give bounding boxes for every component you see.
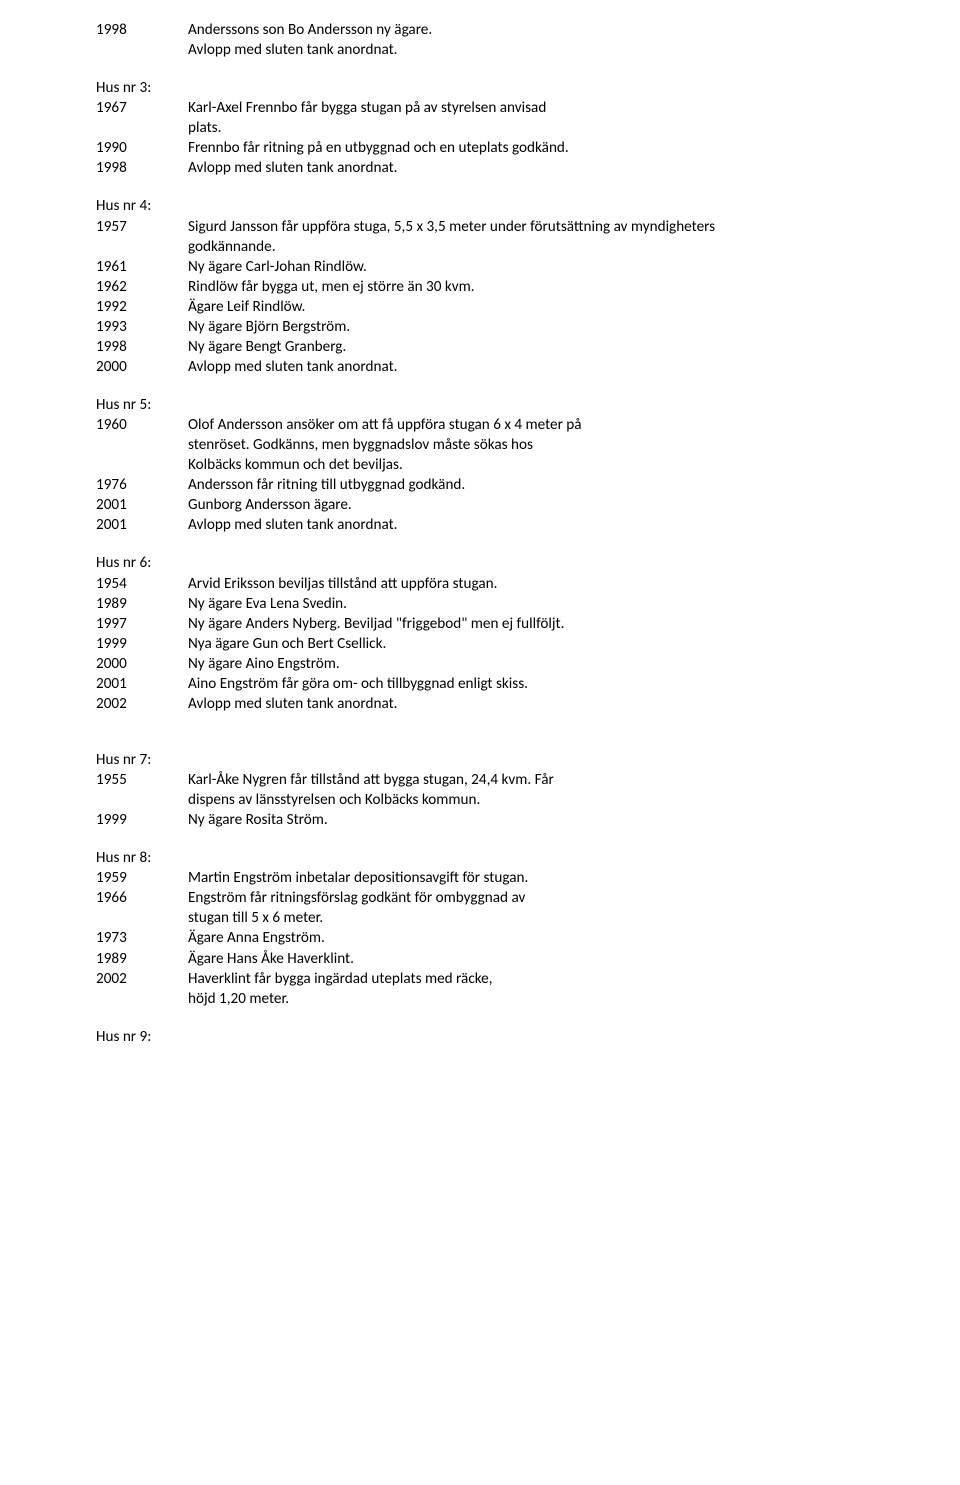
entry-description: Ägare Anna Engström. <box>188 928 864 948</box>
entry-row: 1989Ägare Hans Åke Haverklint. <box>96 949 864 969</box>
section-heading: Hus nr 6: <box>96 553 864 573</box>
entry-row: 1960Olof Andersson ansöker om att få upp… <box>96 415 864 475</box>
section-heading: Hus nr 3: <box>96 78 864 98</box>
entry-row: 2001Aino Engström får göra om- och tillb… <box>96 674 864 694</box>
entry-row: 2000Ny ägare Aino Engström. <box>96 654 864 674</box>
entry-row: 1957Sigurd Jansson får uppföra stuga, 5,… <box>96 217 864 257</box>
entry-description: Ny ägare Bengt Granberg. <box>188 337 864 357</box>
entry-year: 1966 <box>96 888 188 908</box>
entry-description: Avlopp med sluten tank anordnat. <box>188 515 864 535</box>
entry-year: 1967 <box>96 98 188 118</box>
entry-year: 1959 <box>96 868 188 888</box>
entry-description: Haverklint får bygga ingärdad uteplats m… <box>188 969 864 1009</box>
entry-row: 1990Frennbo får ritning på en utbyggnad … <box>96 138 864 158</box>
entry-row: 2002Haverklint får bygga ingärdad utepla… <box>96 969 864 1009</box>
entry-description: Ny ägare Björn Bergström. <box>188 317 864 337</box>
entry-year: 2002 <box>96 694 188 714</box>
entry-year: 1962 <box>96 277 188 297</box>
entry-year: 2000 <box>96 654 188 674</box>
entry-description: Ägare Leif Rindlöw. <box>188 297 864 317</box>
entry-year: 1973 <box>96 928 188 948</box>
entry-row: 1989Ny ägare Eva Lena Svedin. <box>96 594 864 614</box>
entry-row: 1961Ny ägare Carl-Johan Rindlöw. <box>96 257 864 277</box>
entry-year: 1955 <box>96 770 188 790</box>
entry-year: 1989 <box>96 949 188 969</box>
entry-description: Gunborg Andersson ägare. <box>188 495 864 515</box>
entry-year: 1998 <box>96 337 188 357</box>
entry-row: 2000Avlopp med sluten tank anordnat. <box>96 357 864 377</box>
section-heading: Hus nr 4: <box>96 196 864 216</box>
entry-year: 1960 <box>96 415 188 435</box>
entry-year: 1999 <box>96 634 188 654</box>
entry-description: Martin Engström inbetalar depositionsavg… <box>188 868 864 888</box>
entry-row: 1999Ny ägare Rosita Ström. <box>96 810 864 830</box>
entry-row: 1955Karl-Åke Nygren får tillstånd att by… <box>96 770 864 810</box>
entry-description: Aino Engström får göra om- och tillbyggn… <box>188 674 864 694</box>
entry-description: Avlopp med sluten tank anordnat. <box>188 694 864 714</box>
entry-description: Ny ägare Aino Engström. <box>188 654 864 674</box>
entry-row: 2002Avlopp med sluten tank anordnat. <box>96 694 864 714</box>
entry-description: Rindlöw får bygga ut, men ej större än 3… <box>188 277 864 297</box>
entry-row: 1959Martin Engström inbetalar deposition… <box>96 868 864 888</box>
entry-description: Ägare Hans Åke Haverklint. <box>188 949 864 969</box>
entry-year: 2001 <box>96 674 188 694</box>
entry-year: 1954 <box>96 574 188 594</box>
entry-row: 1976Andersson får ritning till utbyggnad… <box>96 475 864 495</box>
entry-year: 2001 <box>96 495 188 515</box>
entry-year: 1990 <box>96 138 188 158</box>
entry-year: 2000 <box>96 357 188 377</box>
entry-year: 1989 <box>96 594 188 614</box>
entry-year: 1957 <box>96 217 188 237</box>
entry-description: Avlopp med sluten tank anordnat. <box>188 357 864 377</box>
entry-description: Ny ägare Rosita Ström. <box>188 810 864 830</box>
section-gap <box>96 714 864 732</box>
entry-row: 1954Arvid Eriksson beviljas tillstånd at… <box>96 574 864 594</box>
entry-row: 1998Avlopp med sluten tank anordnat. <box>96 158 864 178</box>
entry-row: 1962Rindlöw får bygga ut, men ej större … <box>96 277 864 297</box>
entry-description: Karl-Åke Nygren får tillstånd att bygga … <box>188 770 864 810</box>
entry-description: Ny ägare Anders Nyberg. Beviljad "frigge… <box>188 614 864 634</box>
entry-row: 2001Gunborg Andersson ägare. <box>96 495 864 515</box>
entry-description: Sigurd Jansson får uppföra stuga, 5,5 x … <box>188 217 864 257</box>
entry-year: 1999 <box>96 810 188 830</box>
section-heading: Hus nr 7: <box>96 750 864 770</box>
entry-year: 1992 <box>96 297 188 317</box>
entry-description: Andersson får ritning till utbyggnad god… <box>188 475 864 495</box>
entry-description: Avlopp med sluten tank anordnat. <box>188 158 864 178</box>
entry-year: 1976 <box>96 475 188 495</box>
entry-year: 2002 <box>96 969 188 989</box>
entry-description: Engström får ritningsförslag godkänt för… <box>188 888 864 928</box>
entry-year: 1997 <box>96 614 188 634</box>
entry-year: 1993 <box>96 317 188 337</box>
entry-description: Anderssons son Bo Andersson ny ägare.Avl… <box>188 20 864 60</box>
entry-row: 1973Ägare Anna Engström. <box>96 928 864 948</box>
entry-row: 1997Ny ägare Anders Nyberg. Beviljad "fr… <box>96 614 864 634</box>
entry-description: Olof Andersson ansöker om att få uppföra… <box>188 415 864 475</box>
entry-description: Ny ägare Carl-Johan Rindlöw. <box>188 257 864 277</box>
entry-year: 1998 <box>96 20 188 40</box>
document-body: 1998Anderssons son Bo Andersson ny ägare… <box>96 20 864 1047</box>
entry-row: 1998Ny ägare Bengt Granberg. <box>96 337 864 357</box>
entry-year: 2001 <box>96 515 188 535</box>
entry-year: 1961 <box>96 257 188 277</box>
entry-row: 1967Karl-Axel Frennbo får bygga stugan p… <box>96 98 864 138</box>
entry-row: 1992Ägare Leif Rindlöw. <box>96 297 864 317</box>
section-heading: Hus nr 8: <box>96 848 864 868</box>
entry-row: 1998Anderssons son Bo Andersson ny ägare… <box>96 20 864 60</box>
entry-description: Nya ägare Gun och Bert Csellick. <box>188 634 864 654</box>
entry-description: Arvid Eriksson beviljas tillstånd att up… <box>188 574 864 594</box>
entry-year: 1998 <box>96 158 188 178</box>
entry-row: 1966Engström får ritningsförslag godkänt… <box>96 888 864 928</box>
entry-row: 1999Nya ägare Gun och Bert Csellick. <box>96 634 864 654</box>
section-heading: Hus nr 9: <box>96 1027 864 1047</box>
entry-row: 1993Ny ägare Björn Bergström. <box>96 317 864 337</box>
entry-description: Frennbo får ritning på en utbyggnad och … <box>188 138 864 158</box>
section-heading: Hus nr 5: <box>96 395 864 415</box>
entry-description: Ny ägare Eva Lena Svedin. <box>188 594 864 614</box>
entry-description: Karl-Axel Frennbo får bygga stugan på av… <box>188 98 864 138</box>
entry-row: 2001Avlopp med sluten tank anordnat. <box>96 515 864 535</box>
